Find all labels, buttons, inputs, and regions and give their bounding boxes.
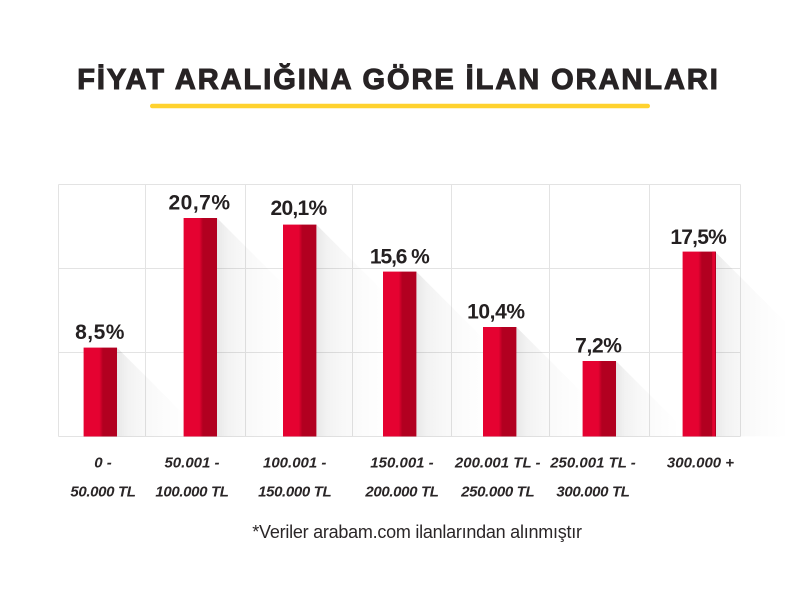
svg-text:100.001 -: 100.001 - <box>263 455 326 472</box>
svg-text:50.000 TL: 50.000 TL <box>70 484 135 501</box>
svg-text:20,1%: 20,1% <box>270 197 327 220</box>
svg-text:100.000 TL: 100.000 TL <box>155 484 228 501</box>
svg-text:200.001 TL -: 200.001 TL - <box>454 455 541 472</box>
svg-text:FİYAT ARALIĞINA GÖRE İLAN ORAN: FİYAT ARALIĞINA GÖRE İLAN ORANLARI <box>77 62 720 96</box>
svg-text:300.000 TL: 300.000 TL <box>556 484 629 501</box>
svg-text:7,2%: 7,2% <box>575 334 622 357</box>
svg-text:17,5%: 17,5% <box>670 226 727 249</box>
svg-text:150.001 -: 150.001 - <box>370 455 433 472</box>
svg-text:300.000 +: 300.000 + <box>667 455 734 472</box>
svg-text:200.000 TL: 200.000 TL <box>364 484 438 501</box>
svg-text:50.001 -: 50.001 - <box>164 455 219 472</box>
svg-text:250.001 TL -: 250.001 TL - <box>549 455 636 472</box>
svg-text:8,5%: 8,5% <box>75 321 125 344</box>
svg-text:150.000 TL: 150.000 TL <box>258 484 331 501</box>
svg-text:*Veriler arabam.com ilanlarınd: *Veriler arabam.com ilanlarından alınmış… <box>252 522 582 542</box>
svg-text:15,6 %: 15,6 % <box>370 246 430 269</box>
svg-text:10,4%: 10,4% <box>467 301 525 324</box>
svg-text:250.000 TL: 250.000 TL <box>460 484 534 501</box>
svg-text:20,7%: 20,7% <box>168 192 230 215</box>
svg-text:0 -: 0 - <box>94 455 112 472</box>
